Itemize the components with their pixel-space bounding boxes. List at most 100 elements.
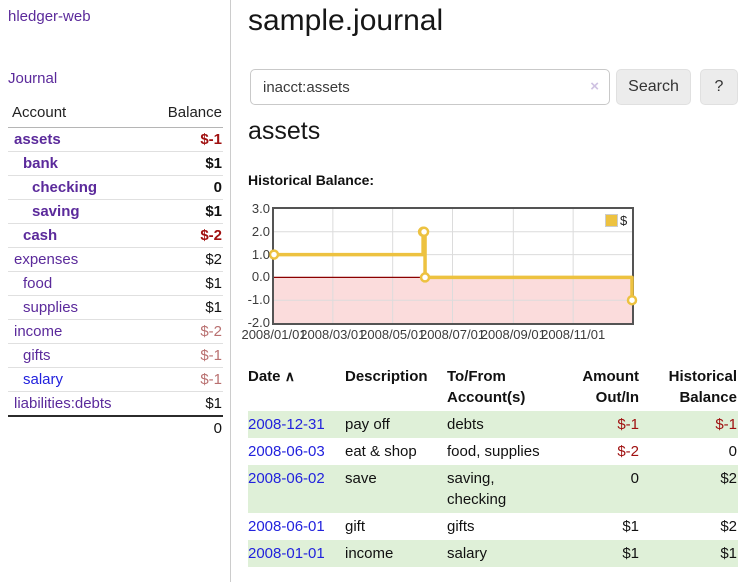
account-row: liabilities:debts $1 — [8, 391, 223, 416]
transaction-date-link[interactable]: 2008-06-02 — [248, 470, 325, 487]
chart-plot-area[interactable] — [268, 206, 638, 326]
register-description-cell: income — [345, 545, 394, 562]
accounts-table-body: assets $-1 bank $1 checking 0 saving $1 cash $-2 e… — [8, 128, 223, 416]
account-row: food $1 — [8, 271, 223, 296]
y-axis-tick-label: -2.0 — [247, 315, 270, 330]
sort-ascending-icon: ∧ — [284, 368, 295, 384]
account-name-cell: supplies — [8, 295, 145, 320]
account-heading: assets — [248, 117, 321, 145]
transaction-date-link[interactable]: 2008-01-01 — [248, 545, 325, 562]
historical-balance-chart[interactable]: $ 3.0 2.0 1.0 0.0 -1.0 -2.0 2008/01/01 2008/03… — [241, 200, 742, 348]
accounts-table: Account Balance assets $-1 bank $1 checking 0… — [8, 100, 223, 440]
y-axis-tick-label: 3.0 — [251, 201, 270, 216]
chart-data-point — [626, 294, 638, 306]
sidebar-account-link[interactable]: saving — [32, 203, 80, 220]
legend-label: $ — [620, 213, 628, 228]
search-row: × Search ? — [248, 69, 742, 105]
transaction-date-link[interactable]: 2008-06-01 — [248, 518, 325, 535]
sidebar-item-journal[interactable]: Journal — [8, 70, 58, 87]
y-axis-tick-label: 2.0 — [251, 223, 270, 239]
sidebar-account-link[interactable]: gifts — [23, 347, 51, 364]
register-accounts-cell: salary — [447, 545, 488, 562]
y-axis-tick-label: -1.0 — [247, 292, 270, 308]
transaction-date-link[interactable]: 2008-12-31 — [248, 416, 325, 433]
register-row: 2008-01-01 income salary $1 $1 — [248, 540, 738, 567]
search-button[interactable]: Search — [616, 69, 691, 105]
sidebar-account-link[interactable]: salary — [23, 371, 64, 388]
register-balance-cell: 0 — [728, 443, 737, 460]
register-header-balance: Historical Balance — [668, 368, 737, 406]
register-balance-cell: $2 — [720, 470, 737, 487]
register-accounts-cell: gifts — [447, 518, 475, 535]
account-balance: $1 — [144, 271, 223, 296]
register-amount-cell: $-2 — [617, 443, 639, 460]
account-balance: $1 — [144, 199, 223, 224]
account-row: checking 0 — [8, 175, 223, 200]
register-date-cell: 2008-01-01 — [248, 540, 345, 567]
register-header-description: Description — [345, 368, 428, 385]
app-title-link[interactable]: hledger-web — [8, 8, 91, 25]
page-title: sample.journal — [248, 4, 444, 37]
account-balance: $-2 — [144, 223, 223, 248]
account-row: income $-2 — [8, 319, 223, 344]
register-date-cell: 2008-12-31 — [248, 411, 345, 438]
chart-border — [272, 207, 634, 325]
chart-data-point — [268, 249, 280, 260]
transaction-date-link[interactable]: 2008-06-03 — [248, 443, 325, 460]
account-balance: 0 — [144, 175, 223, 200]
register-amount-cell: $1 — [622, 518, 639, 535]
sidebar-account-link[interactable]: expenses — [14, 251, 79, 268]
account-row: supplies $1 — [8, 295, 223, 320]
x-axis-tick-label: 2008/01/01 — [241, 327, 307, 342]
register-balance-cell: $1 — [720, 545, 737, 562]
account-balance: $1 — [144, 151, 223, 176]
account-name-cell: food — [8, 271, 145, 296]
account-name-cell: liabilities:debts — [8, 391, 145, 416]
chart-title: Historical Balance: — [248, 172, 375, 188]
accounts-table-header: Account Balance — [8, 100, 223, 128]
account-balance: $-1 — [200, 131, 222, 148]
register-balance-cell: $2 — [720, 518, 737, 535]
register-header-accounts: To/From Account(s) — [447, 368, 526, 406]
account-name-cell: salary — [8, 367, 145, 392]
register-table-body: 2008-12-31 pay off debts $-1 $-1 2008-06-03 ea… — [248, 411, 738, 567]
clear-search-icon[interactable]: × — [590, 78, 599, 95]
legend-swatch-icon — [605, 214, 618, 227]
account-name-cell: checking — [8, 175, 145, 200]
sidebar-account-link[interactable]: supplies — [23, 299, 79, 316]
x-axis-tick-label: 2008/03/01 — [300, 327, 366, 342]
sidebar: hledger-web Journal Account Balance asse… — [0, 0, 231, 582]
account-name-cell: bank — [8, 151, 145, 176]
register-amount-cell: $1 — [622, 545, 639, 562]
register-amount-cell: $-1 — [617, 416, 639, 433]
register-description-cell: save — [345, 470, 377, 487]
sidebar-account-link[interactable]: bank — [23, 155, 59, 172]
x-axis-tick-label: 2008/07/01 — [419, 327, 486, 342]
account-balance: $1 — [144, 391, 223, 416]
account-row: assets $-1 — [8, 128, 223, 152]
accounts-total-value: 0 — [144, 415, 223, 440]
account-row: expenses $2 — [8, 247, 223, 272]
chart-legend: $ — [605, 213, 627, 228]
account-name-cell: assets — [8, 128, 145, 152]
register-description-cell: eat & shop — [345, 443, 417, 460]
sidebar-account-link[interactable]: liabilities:debts — [14, 395, 112, 412]
register-accounts-cell: debts — [447, 416, 484, 433]
sidebar-account-link[interactable]: food — [23, 275, 53, 292]
sidebar-account-link[interactable]: income — [14, 323, 63, 340]
y-axis-tick-label: 0.0 — [251, 269, 270, 285]
help-button[interactable]: ? — [700, 69, 738, 105]
chart-data-point — [418, 226, 430, 238]
register-header-date[interactable]: Date ∧ — [248, 368, 295, 385]
y-axis-tick-label: 1.0 — [251, 246, 270, 262]
register-description-cell: gift — [345, 518, 366, 535]
x-axis-tick-label: 2008/09/01 — [480, 327, 546, 342]
register-header-amount: Amount Out/In — [582, 368, 639, 406]
sidebar-account-link[interactable]: checking — [32, 179, 98, 196]
sidebar-account-link[interactable]: cash — [23, 227, 58, 244]
register-table: Date ∧ Description To/From Account(s) Am… — [248, 363, 738, 567]
search-input[interactable] — [250, 69, 610, 105]
sidebar-account-link[interactable]: assets — [14, 131, 61, 148]
register-accounts-cell: saving, checking — [447, 470, 507, 508]
account-row: saving $1 — [8, 199, 223, 224]
